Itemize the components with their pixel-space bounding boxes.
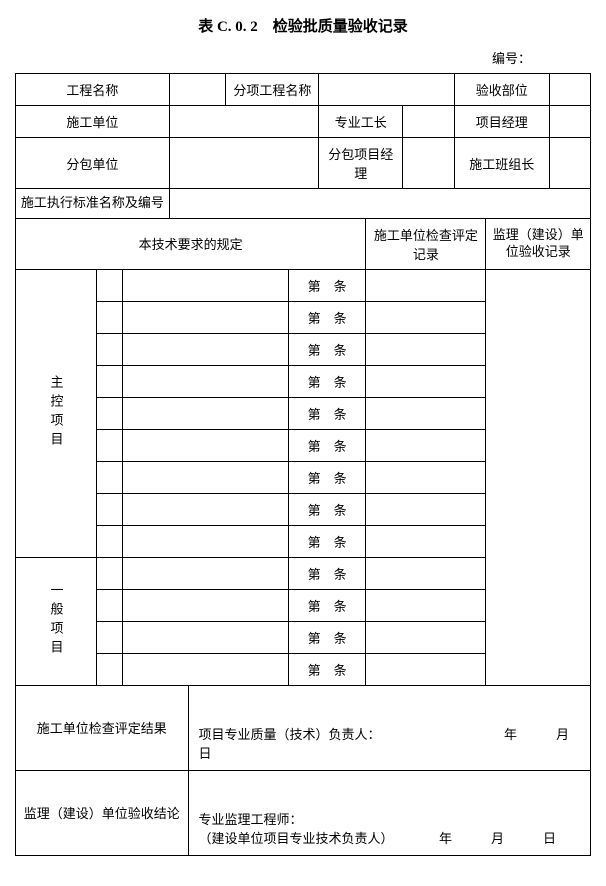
main-check-cell — [366, 493, 486, 525]
general-check-cell — [366, 653, 486, 685]
value-subcontract-unit — [169, 138, 319, 189]
label-subproject-name: 分项工程名称 — [226, 74, 319, 106]
label-project-name: 工程名称 — [16, 74, 170, 106]
header-row-2: 施工单位 专业工长 项目经理 — [16, 106, 591, 138]
supervision-line-1: 专业监理工程师： — [199, 809, 581, 828]
main-cell-a — [97, 365, 123, 397]
clause-cell: 第 条 — [288, 365, 365, 397]
label-general-group: 一般项目 — [16, 557, 97, 685]
main-cell-a — [97, 333, 123, 365]
general-cell-a — [97, 557, 123, 589]
main-cell-b — [122, 365, 288, 397]
clause-cell: 第 条 — [288, 461, 365, 493]
label-project-manager: 项目经理 — [454, 106, 549, 138]
main-check-cell — [366, 461, 486, 493]
number-label: 编号： — [15, 48, 591, 67]
header-row-4: 施工执行标准名称及编号 — [16, 189, 591, 219]
acceptance-table: 工程名称 分项工程名称 验收部位 施工单位 专业工长 项目经理 分包单位 分包项… — [15, 73, 591, 856]
clause-cell: 第 条 — [288, 269, 365, 301]
main-cell-b — [122, 333, 288, 365]
label-check-record: 施工单位检查评定记录 — [366, 218, 486, 269]
main-check-cell — [366, 301, 486, 333]
clause-cell: 第 条 — [288, 333, 365, 365]
label-tech-req: 本技术要求的规定 — [16, 218, 366, 269]
label-accept-dept: 验收部位 — [454, 74, 549, 106]
main-check-cell — [366, 269, 486, 301]
clause-cell: 第 条 — [288, 397, 365, 429]
main-cell-a — [97, 461, 123, 493]
general-check-cell — [366, 589, 486, 621]
general-cell-b — [122, 621, 288, 653]
label-main-group: 主控项目 — [16, 269, 97, 557]
value-standard-name — [169, 189, 590, 219]
main-cell-a — [97, 397, 123, 429]
label-pro-foreman: 专业工长 — [319, 106, 403, 138]
table-title: 表 C. 0. 2 检验批质量验收记录 — [15, 15, 591, 36]
main-check-cell — [366, 333, 486, 365]
clause-cell: 第 条 — [288, 621, 365, 653]
main-cell-a — [97, 493, 123, 525]
value-subproject-name — [319, 74, 454, 106]
check-result-signature: 项目专业质量（技术）负责人： 年 月 日 — [188, 685, 591, 770]
main-cell-b — [122, 493, 288, 525]
clause-cell: 第 条 — [288, 525, 365, 557]
label-team-leader: 施工班组长 — [454, 138, 549, 189]
footer-row-supervision: 监理（建设）单位验收结论 专业监理工程师： （建设单位项目专业技术负责人） 年 … — [16, 770, 591, 855]
label-subcontract-pm: 分包项目经理 — [319, 138, 403, 189]
label-check-result: 施工单位检查评定结果 — [16, 685, 189, 770]
main-cell-a — [97, 429, 123, 461]
main-cell-a — [97, 301, 123, 333]
label-supervision-record: 监理（建设）单位验收记录 — [486, 218, 591, 269]
main-cell-b — [122, 301, 288, 333]
label-subcontract-unit: 分包单位 — [16, 138, 170, 189]
main-cell-a — [97, 269, 123, 301]
main-cell-b — [122, 525, 288, 557]
general-cell-b — [122, 589, 288, 621]
value-team-leader — [549, 138, 590, 189]
supervision-line-2: （建设单位项目专业技术负责人） 年 月 日 — [199, 828, 581, 847]
general-check-cell — [366, 621, 486, 653]
value-accept-dept — [549, 74, 590, 106]
clause-cell: 第 条 — [288, 653, 365, 685]
main-check-cell — [366, 397, 486, 429]
supervision-signature: 专业监理工程师： （建设单位项目专业技术负责人） 年 月 日 — [188, 770, 591, 855]
general-check-cell — [366, 557, 486, 589]
main-check-cell — [366, 525, 486, 557]
section-header-row: 本技术要求的规定 施工单位检查评定记录 监理（建设）单位验收记录 — [16, 218, 591, 269]
label-supervision-conclusion: 监理（建设）单位验收结论 — [16, 770, 189, 855]
value-subcontract-pm — [403, 138, 454, 189]
check-result-line: 项目专业质量（技术）负责人： 年 月 日 — [199, 727, 606, 761]
general-cell-a — [97, 653, 123, 685]
main-cell-b — [122, 429, 288, 461]
main-check-cell — [366, 429, 486, 461]
clause-cell: 第 条 — [288, 493, 365, 525]
clause-cell: 第 条 — [288, 589, 365, 621]
value-project-name — [169, 74, 226, 106]
general-cell-a — [97, 589, 123, 621]
main-row: 主控项目 第 条 — [16, 269, 591, 301]
general-cell-a — [97, 621, 123, 653]
general-cell-b — [122, 653, 288, 685]
main-check-cell — [366, 365, 486, 397]
main-cell-b — [122, 461, 288, 493]
value-project-manager — [549, 106, 590, 138]
clause-cell: 第 条 — [288, 301, 365, 333]
value-pro-foreman — [403, 106, 454, 138]
footer-row-check-result: 施工单位检查评定结果 项目专业质量（技术）负责人： 年 月 日 — [16, 685, 591, 770]
main-cell-b — [122, 269, 288, 301]
header-row-3: 分包单位 分包项目经理 施工班组长 — [16, 138, 591, 189]
clause-cell: 第 条 — [288, 429, 365, 461]
clause-cell: 第 条 — [288, 557, 365, 589]
main-cell-b — [122, 397, 288, 429]
general-cell-b — [122, 557, 288, 589]
label-standard-name: 施工执行标准名称及编号 — [16, 189, 170, 219]
header-row-1: 工程名称 分项工程名称 验收部位 — [16, 74, 591, 106]
label-construct-unit: 施工单位 — [16, 106, 170, 138]
main-cell-a — [97, 525, 123, 557]
supervision-record-cell — [486, 269, 591, 685]
value-construct-unit — [169, 106, 319, 138]
